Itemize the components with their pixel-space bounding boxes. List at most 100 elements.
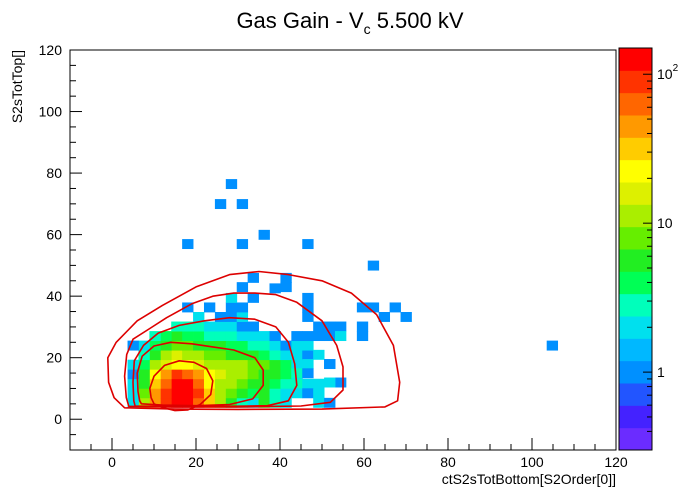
heatmap-cell [171, 378, 183, 389]
heatmap-cell [182, 340, 194, 351]
heatmap-cell [214, 321, 227, 332]
heatmap-cell [236, 331, 249, 342]
heatmap-cell [182, 331, 194, 342]
palette-tick-label: 10 [657, 215, 673, 231]
y-tick-label: 40 [46, 288, 62, 304]
heatmap-cell [225, 397, 238, 408]
heatmap-cell [236, 282, 249, 293]
heatmap-cell [247, 350, 259, 361]
heatmap-cell [269, 397, 281, 408]
heatmap-cell [302, 340, 314, 351]
heatmap-cell [291, 368, 303, 379]
heatmap-cell [171, 359, 183, 370]
heatmap-cell [258, 350, 270, 361]
heatmap-cell [225, 388, 238, 399]
heatmap-cell [214, 331, 227, 342]
heatmap-cell [335, 321, 347, 332]
heatmap-cell [214, 378, 227, 389]
heatmap-cell [171, 331, 183, 342]
heatmap-cell [269, 331, 281, 342]
heatmap-cell [225, 350, 238, 361]
heatmap-cell [225, 312, 238, 322]
heatmap-cell [247, 378, 259, 389]
palette-tick-exponent: 2 [673, 63, 679, 74]
heatmap-cell [247, 292, 259, 303]
heatmap-cell [291, 388, 303, 399]
heatmap-cell [367, 260, 380, 271]
heatmap-cell [302, 302, 314, 313]
chart-title: Gas Gain - Vc 5.500 kV [236, 8, 463, 37]
heatmap-cell [302, 378, 314, 389]
palette-swatch [619, 383, 652, 406]
heatmap-cell [203, 350, 216, 361]
heatmap-cell [280, 282, 292, 293]
palette-swatch [619, 182, 652, 205]
heatmap-cell [127, 340, 139, 351]
x-tick-label: 60 [356, 454, 372, 470]
heatmap-cell [193, 331, 205, 342]
heatmap-cell [247, 340, 259, 351]
heatmap-cell [236, 321, 249, 332]
x-axis-label: ctS2sTotBottom[S2Order[0]] [442, 471, 616, 487]
x-tick-label: 40 [272, 454, 288, 470]
x-tick-label: 100 [520, 454, 544, 470]
heatmap-cell [149, 359, 161, 370]
heatmap-cell [182, 378, 194, 389]
heatmap-cell [193, 350, 205, 361]
heatmap-cell [269, 369, 281, 380]
heatmap-cell [236, 378, 249, 389]
heatmap-cell [203, 340, 216, 351]
axes: 0 20 40 60 80 100 120 0 20 40 60 80 100 120 [39, 42, 628, 470]
heatmap-cell [236, 239, 249, 250]
heatmap-cell [269, 388, 281, 399]
heatmap-cell [258, 369, 270, 380]
heatmap-cell [302, 239, 314, 250]
heatmap-cell [258, 229, 270, 240]
heatmap-cell [182, 359, 194, 370]
heatmap-cell [302, 368, 314, 379]
heatmap-cell [302, 312, 314, 322]
heatmap-cell [160, 350, 172, 361]
heatmap-cell [247, 388, 259, 399]
heatmap-cell [214, 388, 227, 399]
palette-swatch [619, 137, 652, 161]
heatmap-cell [214, 397, 227, 408]
heatmap-cell [149, 350, 161, 361]
palette-swatch [619, 159, 652, 183]
palette-swatch [619, 427, 652, 451]
heatmap-cell [258, 397, 270, 408]
heatmap-cell [258, 331, 270, 342]
heatmap-cell [280, 340, 292, 351]
heatmap-cell [225, 179, 238, 190]
heatmap-cell [193, 388, 205, 399]
heatmap-cell [269, 359, 281, 370]
heatmap-cell [291, 340, 303, 351]
palette-swatch [619, 405, 652, 429]
heatmap-cell [171, 397, 183, 408]
heatmap-cell [149, 378, 161, 389]
heatmap-cell [247, 272, 259, 283]
palette-swatch [619, 204, 652, 228]
heatmap-cell [313, 331, 325, 342]
heatmap-cell [302, 359, 314, 370]
heatmap-cell [247, 369, 259, 380]
heatmap-cell [138, 397, 150, 408]
heatmap-cell [280, 397, 292, 408]
heatmap-cell [182, 239, 194, 250]
heatmap-cell [138, 369, 150, 380]
heatmap-cell [247, 331, 259, 342]
heatmap-cell [127, 397, 139, 408]
heatmap-cell [225, 331, 238, 342]
heatmap-cell [225, 321, 238, 332]
heatmap-cell [171, 369, 183, 380]
heatmap-cell [236, 359, 249, 370]
heatmap-cell [127, 359, 139, 370]
contour-line [136, 341, 265, 407]
heatmap-cell [269, 340, 281, 351]
heatmap-cell [313, 321, 325, 332]
palette-swatch [619, 293, 652, 317]
contour-lines [107, 270, 401, 412]
x-tick-label: 0 [108, 454, 116, 470]
heatmap-cell [258, 340, 270, 351]
